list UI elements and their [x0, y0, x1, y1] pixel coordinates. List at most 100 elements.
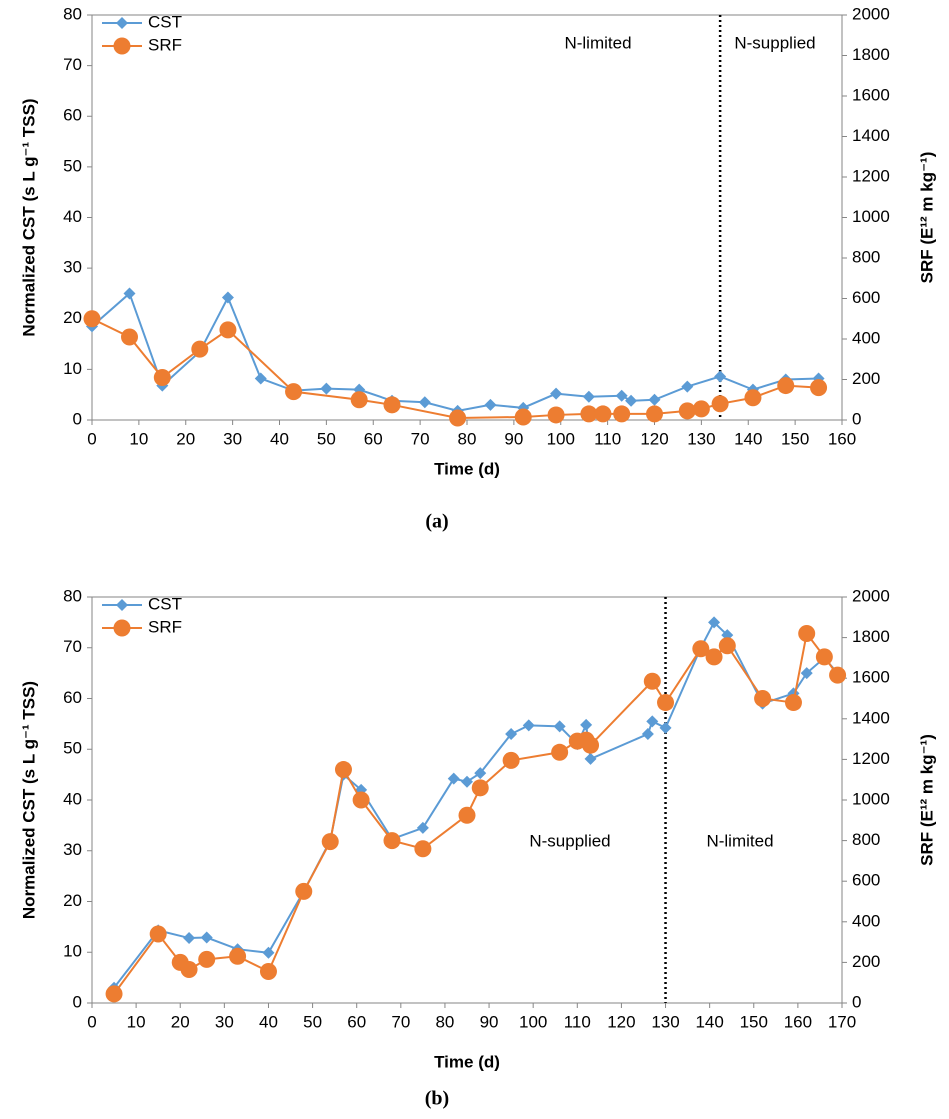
- marker: [678, 402, 696, 420]
- marker: [692, 640, 710, 658]
- marker: [484, 398, 497, 411]
- annotation: N-supplied: [529, 831, 610, 850]
- y-tick-label: 60: [63, 688, 82, 707]
- marker: [219, 321, 237, 339]
- y-tick-label: 80: [63, 586, 82, 605]
- y2-tick-label: 400: [852, 911, 880, 930]
- marker: [594, 405, 612, 423]
- marker: [784, 694, 802, 712]
- marker: [708, 616, 721, 629]
- marker: [285, 383, 303, 401]
- marker: [625, 394, 638, 407]
- y2-tick-label: 1600: [852, 85, 890, 104]
- marker: [553, 720, 566, 733]
- marker: [447, 772, 460, 785]
- y-axis-title: Normalized CST (s L g⁻¹ TSS): [19, 98, 38, 336]
- x-tick-label: 10: [129, 429, 148, 448]
- y-tick-label: 30: [63, 258, 82, 277]
- x-tick-label: 90: [480, 1012, 499, 1031]
- x-tick-label: 30: [223, 429, 242, 448]
- y-tick-label: 20: [63, 891, 82, 910]
- marker: [414, 840, 432, 858]
- marker: [754, 690, 772, 707]
- y-tick-label: 30: [63, 840, 82, 859]
- marker: [418, 396, 431, 409]
- marker: [705, 648, 723, 666]
- y-tick-label: 60: [63, 106, 82, 125]
- series-line: [113, 631, 839, 995]
- series-line: [113, 620, 839, 989]
- marker: [798, 625, 816, 643]
- y2-tick-label: 2000: [852, 586, 890, 605]
- y2-tick-label: 600: [852, 871, 880, 890]
- panel-label: (b): [425, 1088, 449, 1110]
- marker: [458, 806, 476, 824]
- y2-tick-label: 1800: [852, 627, 890, 646]
- y2-tick-label: 1400: [852, 708, 890, 727]
- marker: [229, 947, 247, 965]
- legend-marker: [116, 17, 128, 29]
- marker: [461, 775, 473, 788]
- plot-frame: [91, 596, 843, 1004]
- marker: [321, 833, 339, 851]
- x-tick-label: 140: [734, 429, 762, 448]
- marker: [551, 743, 569, 761]
- y2-tick-label: 1600: [852, 668, 890, 687]
- marker: [505, 728, 518, 741]
- marker: [416, 821, 429, 834]
- y-tick-label: 0: [73, 409, 82, 428]
- marker: [744, 389, 762, 407]
- y-tick-label: 20: [63, 308, 82, 327]
- y-tick-label: 70: [63, 637, 82, 656]
- marker: [643, 672, 661, 690]
- x-tick-label: 50: [317, 429, 336, 448]
- marker: [615, 389, 628, 402]
- legend-marker: [113, 619, 131, 637]
- y-tick-label: 50: [63, 156, 82, 175]
- marker: [582, 736, 600, 754]
- marker: [800, 667, 813, 680]
- marker: [350, 391, 368, 409]
- series-line: [91, 317, 819, 419]
- y2-tick-label: 1200: [852, 749, 890, 768]
- marker: [714, 370, 727, 383]
- series-line: [91, 291, 819, 412]
- y-tick-label: 50: [63, 739, 82, 758]
- marker: [200, 931, 213, 944]
- y-axis-title: Normalized CST (s L g⁻¹ TSS): [19, 681, 38, 919]
- y2-tick-label: 1000: [852, 207, 890, 226]
- marker: [641, 728, 654, 741]
- marker: [580, 405, 598, 423]
- x-tick-label: 30: [215, 1012, 234, 1031]
- x-tick-label: 110: [594, 429, 621, 448]
- marker: [829, 666, 847, 684]
- x-tick-label: 40: [270, 429, 289, 448]
- x-tick-label: 80: [435, 1012, 454, 1031]
- x-tick-label: 60: [364, 429, 383, 448]
- x-axis-title: Time (d): [434, 459, 500, 478]
- marker: [153, 368, 171, 386]
- marker: [777, 377, 795, 395]
- x-tick-label: 70: [391, 1012, 410, 1031]
- marker: [198, 950, 216, 968]
- marker: [547, 406, 565, 424]
- y-tick-label: 40: [63, 207, 82, 226]
- y2-tick-label: 1400: [852, 126, 890, 145]
- x-tick-label: 70: [411, 429, 430, 448]
- legend-label: SRF: [148, 617, 182, 636]
- y2-tick-label: 400: [852, 328, 880, 347]
- marker: [681, 380, 694, 393]
- x-tick-label: 40: [259, 1012, 278, 1031]
- x-tick-label: 0: [87, 429, 96, 448]
- y2-tick-label: 0: [852, 992, 861, 1011]
- marker: [582, 390, 595, 403]
- marker: [550, 387, 563, 400]
- y2-tick-label: 2000: [852, 4, 890, 23]
- marker: [522, 719, 535, 732]
- y-tick-label: 10: [63, 359, 82, 378]
- legend-label: CST: [148, 594, 182, 613]
- marker: [352, 791, 370, 809]
- marker: [121, 328, 138, 346]
- x-tick-label: 150: [740, 1012, 768, 1031]
